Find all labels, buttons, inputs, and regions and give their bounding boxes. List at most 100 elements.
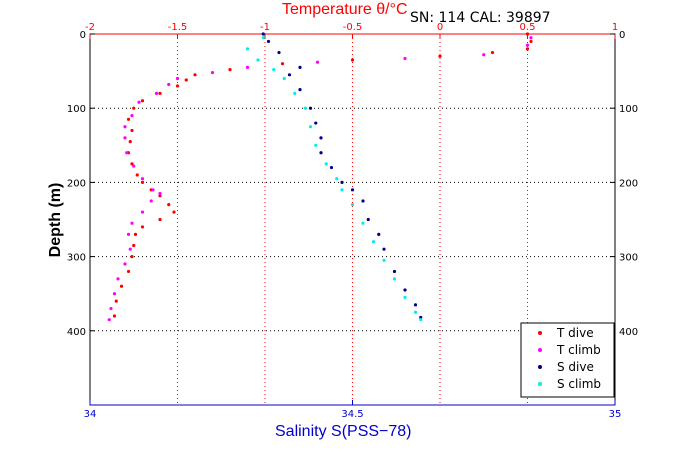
data-point-t-dive xyxy=(490,50,495,55)
left-axis: 0 100 200 300 400 xyxy=(67,30,95,338)
data-point-t-dive xyxy=(132,106,136,110)
bottom-axis-tick-label: 35 xyxy=(609,409,622,420)
data-point-s-dive xyxy=(403,288,407,292)
data-point-t-dive xyxy=(167,203,171,207)
series-t-climb xyxy=(107,36,533,322)
data-point-t-dive xyxy=(130,162,134,166)
data-point-s-climb xyxy=(340,188,344,192)
data-point-t-climb xyxy=(128,247,132,251)
data-point-s-dive xyxy=(382,247,386,251)
right-axis-tick-label: 100 xyxy=(619,104,638,115)
legend-label-t-dive: T dive xyxy=(556,326,594,340)
data-point-t-dive xyxy=(228,68,232,72)
data-point-t-climb xyxy=(315,60,320,64)
data-point-s-dive xyxy=(340,180,344,184)
data-point-t-dive xyxy=(128,139,132,144)
data-point-t-climb xyxy=(109,306,113,311)
data-point-t-climb xyxy=(245,65,250,69)
data-point-s-dive xyxy=(413,303,418,307)
data-point-s-climb xyxy=(335,177,339,181)
top-axis-tick-label: -2 xyxy=(85,22,95,33)
data-point-s-dive xyxy=(361,199,365,203)
data-point-t-climb xyxy=(126,232,131,236)
data-point-s-dive xyxy=(314,121,318,125)
data-point-s-dive xyxy=(277,50,281,55)
data-point-s-climb xyxy=(361,221,365,225)
left-axis-tick-label: 200 xyxy=(67,178,86,189)
data-point-s-dive xyxy=(298,65,302,69)
data-point-t-climb xyxy=(112,292,117,296)
data-point-t-climb xyxy=(137,100,141,104)
legend: T dive T climb S dive S climb xyxy=(520,322,615,398)
series-t-dive xyxy=(112,32,533,318)
data-point-s-climb xyxy=(261,36,265,40)
data-point-s-dive xyxy=(319,136,323,140)
data-point-s-climb xyxy=(314,143,318,147)
data-point-s-climb xyxy=(293,91,297,95)
data-point-s-dive xyxy=(329,165,334,170)
series-layer xyxy=(107,32,533,322)
data-point-t-climb xyxy=(116,277,120,281)
data-point-s-dive xyxy=(350,188,355,192)
top-axis-tick-label: 1 xyxy=(612,22,618,33)
data-point-t-climb xyxy=(525,43,530,47)
data-point-s-climb xyxy=(403,295,407,300)
data-point-s-climb xyxy=(245,47,250,51)
data-point-s-dive xyxy=(308,106,313,110)
data-point-t-climb xyxy=(140,210,145,214)
data-point-s-dive xyxy=(298,88,302,92)
data-point-t-dive xyxy=(112,314,117,318)
data-point-t-dive xyxy=(140,180,145,184)
top-axis-tick-label: -0.5 xyxy=(343,22,363,33)
data-point-s-climb xyxy=(419,318,423,322)
left-axis-tick-label: 0 xyxy=(80,30,86,41)
x-axis-title: Salinity S(PSS−78) xyxy=(275,423,412,440)
data-point-t-dive xyxy=(193,73,197,77)
data-point-t-dive xyxy=(525,47,530,51)
data-point-s-climb xyxy=(324,162,328,166)
data-point-t-dive xyxy=(184,78,188,82)
data-point-s-climb xyxy=(256,58,260,62)
data-point-s-climb xyxy=(303,106,307,110)
legend-marker-s-climb xyxy=(538,382,542,386)
data-point-t-climb xyxy=(210,70,215,75)
data-point-s-dive xyxy=(377,232,381,236)
data-point-t-climb xyxy=(125,151,129,155)
data-point-t-climb xyxy=(123,125,127,129)
data-point-s-dive xyxy=(366,217,370,222)
data-point-t-dive xyxy=(280,62,285,66)
legend-marker-t-dive xyxy=(538,331,542,335)
data-point-t-dive xyxy=(175,84,180,88)
data-point-t-climb xyxy=(130,114,134,118)
data-point-t-dive xyxy=(158,194,162,198)
legend-label-t-climb: T climb xyxy=(556,343,601,357)
legend-label-s-dive: S dive xyxy=(557,360,594,374)
right-axis-tick-label: 200 xyxy=(619,178,638,189)
data-point-t-dive xyxy=(130,128,134,133)
left-axis-tick-label: 100 xyxy=(67,104,86,115)
legend-marker-s-dive xyxy=(538,365,542,369)
right-axis-tick-label: 300 xyxy=(619,253,638,264)
legend-marker-t-climb xyxy=(538,348,542,352)
series-s-dive xyxy=(261,32,423,320)
data-point-s-climb xyxy=(382,258,386,262)
data-point-t-dive xyxy=(525,32,530,36)
data-point-t-climb xyxy=(529,36,533,40)
data-point-t-dive xyxy=(140,225,145,229)
data-point-t-dive xyxy=(133,232,138,236)
data-point-s-climb xyxy=(350,203,355,207)
data-point-s-dive xyxy=(419,315,423,320)
data-point-t-climb xyxy=(132,164,136,168)
data-point-t-climb xyxy=(123,262,127,266)
data-point-s-climb xyxy=(392,277,397,281)
data-point-t-dive xyxy=(350,58,355,62)
data-point-t-dive xyxy=(126,269,131,274)
bottom-axis: 34 34.5 35 xyxy=(84,400,622,420)
y-axis-title: Depth (m) xyxy=(47,183,64,258)
legend-label-s-climb: S climb xyxy=(557,377,601,391)
left-axis-tick-label: 400 xyxy=(67,327,86,338)
data-point-s-dive xyxy=(266,39,271,44)
top-axis-tick-label: -1.5 xyxy=(168,22,188,33)
data-point-t-climb xyxy=(149,199,153,203)
